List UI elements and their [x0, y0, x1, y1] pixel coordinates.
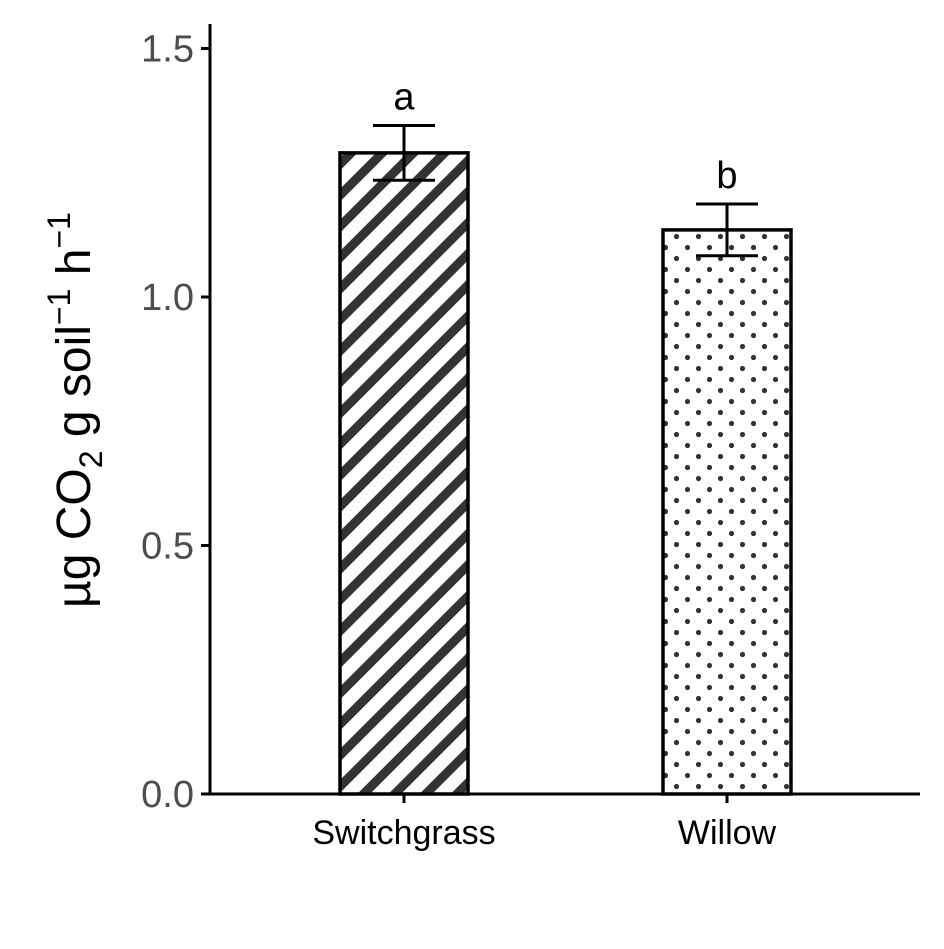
error-bar-willow	[696, 202, 758, 258]
y-tick-label: 1.0	[141, 277, 194, 319]
x-tick-label-switchgrass: Switchgrass	[312, 814, 495, 852]
y-axis-label-part: −1	[41, 212, 77, 248]
y-axis-label-part: −1	[41, 289, 77, 325]
x-tick-label-willow: Willow	[678, 814, 777, 852]
significance-label-switchgrass: a	[393, 77, 415, 119]
y-axis-label: µg CO2 g soil−1 h−1	[41, 212, 109, 608]
bar-switchgrass	[338, 151, 470, 796]
y-axis-label-part: h	[48, 249, 101, 289]
y-axis-label-part: g soil	[48, 325, 101, 450]
significance-label-willow: b	[716, 155, 737, 197]
plot-area: a Switchgrass b Willow 0.0 0.5 1.0 1.5 µg CO2 g …	[41, 24, 920, 852]
error-bar-switchgrass	[373, 124, 435, 182]
y-axis-label-part: µg CO	[48, 468, 101, 608]
y-tick-label: 0.5	[141, 526, 194, 568]
y-tick-label: 1.5	[141, 29, 194, 71]
bar-willow	[661, 228, 793, 796]
y-tick-label: 0.0	[141, 774, 194, 816]
y-axis-label-part: 2	[73, 450, 109, 468]
